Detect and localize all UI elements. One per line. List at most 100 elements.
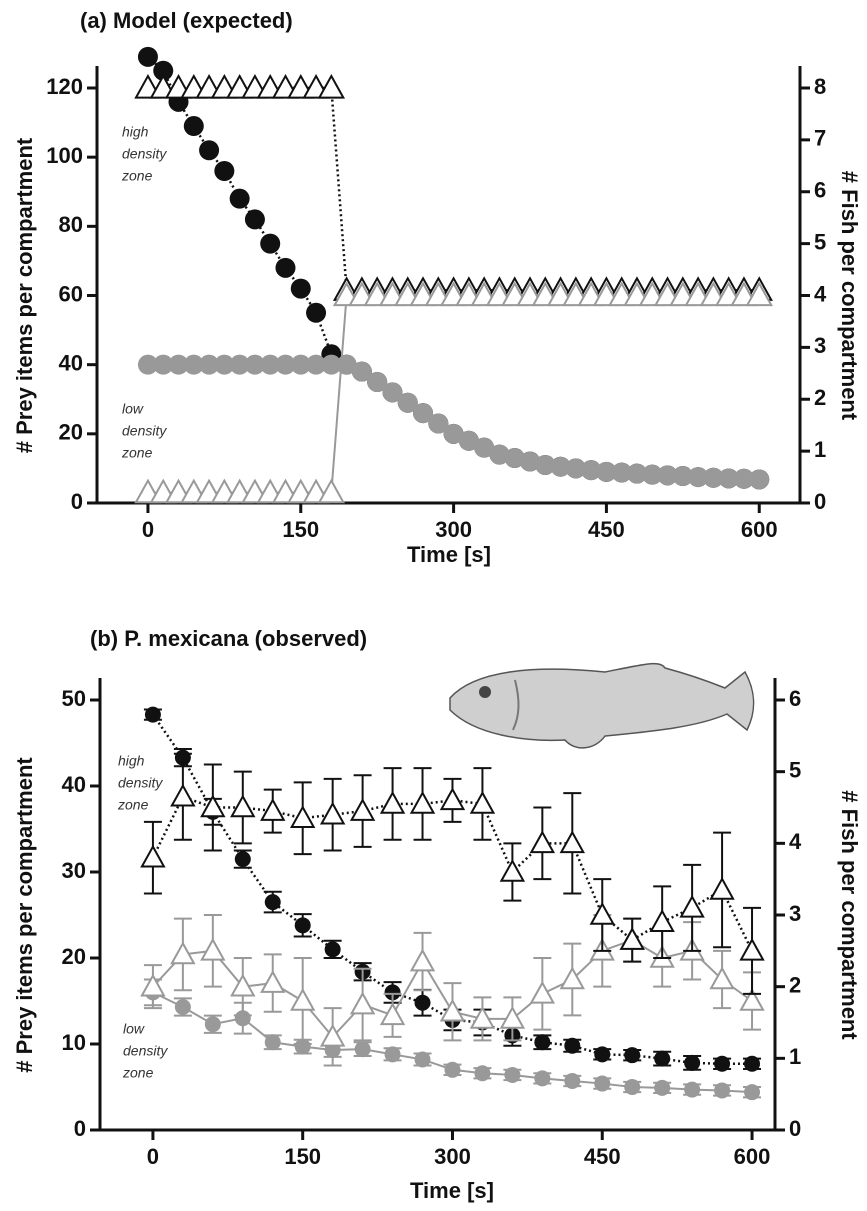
point	[439, 998, 466, 1022]
point	[624, 1079, 641, 1095]
x-tick-label: 450	[584, 1144, 621, 1169]
point	[439, 787, 466, 811]
y-axis-title: # Prey items per compartment	[12, 757, 37, 1073]
panel: (b) P. mexicana (observed)01020304050012…	[12, 626, 862, 1203]
point	[409, 948, 436, 972]
point	[290, 805, 316, 829]
point	[749, 469, 770, 490]
annotation: zone	[122, 1065, 154, 1081]
point	[589, 901, 615, 925]
point	[244, 354, 265, 375]
point	[275, 354, 296, 375]
point	[379, 1002, 406, 1026]
point	[144, 706, 161, 723]
series-line	[147, 294, 760, 494]
point	[745, 281, 773, 307]
y2-tick-label: 4	[789, 829, 802, 854]
point	[594, 1046, 611, 1063]
annotation: high	[118, 753, 145, 769]
annotation: density	[123, 1043, 168, 1059]
point	[204, 1016, 221, 1033]
point	[414, 994, 431, 1011]
point	[384, 1046, 401, 1063]
annotation: zone	[117, 797, 149, 813]
point	[264, 1034, 281, 1051]
point	[649, 909, 675, 932]
point	[744, 1055, 761, 1072]
x-axis-title: Time [s]	[410, 1178, 494, 1203]
point	[688, 467, 709, 488]
point	[351, 361, 372, 382]
point	[413, 403, 434, 424]
y-tick-label: 50	[62, 686, 86, 711]
point	[200, 794, 226, 818]
fish-gill	[512, 679, 520, 731]
point	[714, 1082, 731, 1099]
point	[564, 1037, 581, 1054]
point	[739, 937, 765, 961]
point	[199, 354, 220, 375]
annotation: density	[118, 775, 163, 791]
point	[349, 991, 376, 1015]
point	[611, 462, 632, 483]
y2-tick-label: 6	[789, 686, 801, 711]
point	[709, 966, 735, 990]
point	[317, 73, 346, 99]
annotation: low	[122, 401, 144, 417]
point	[744, 1084, 761, 1101]
annotation: zone	[121, 168, 153, 184]
y-tick-label: 40	[62, 772, 86, 797]
point	[367, 371, 388, 392]
point	[294, 1038, 311, 1055]
point	[153, 60, 174, 81]
point	[382, 382, 403, 403]
y-axis-title: # Prey items per compartment	[12, 137, 37, 453]
point	[409, 790, 436, 814]
point	[520, 451, 541, 472]
x-tick-label: 0	[142, 517, 154, 542]
y2-tick-label: 3	[789, 901, 801, 926]
point	[319, 801, 346, 825]
y-tick-label: 0	[74, 1116, 86, 1141]
point	[596, 461, 617, 482]
point	[469, 790, 496, 814]
point	[559, 830, 585, 854]
point	[559, 966, 585, 990]
point	[260, 970, 286, 993]
y2-tick-label: 4	[814, 281, 827, 306]
point	[354, 1041, 371, 1058]
point	[170, 941, 196, 965]
point	[535, 454, 556, 475]
point	[153, 354, 174, 375]
point	[397, 392, 418, 413]
point	[642, 464, 663, 485]
point	[499, 1005, 526, 1029]
x-tick-label: 0	[147, 1144, 159, 1169]
point	[183, 116, 204, 137]
point	[489, 444, 510, 465]
point	[474, 1065, 491, 1082]
x-tick-label: 300	[435, 517, 472, 542]
y2-tick-label: 1	[789, 1044, 801, 1069]
y2-tick-label: 0	[789, 1116, 801, 1141]
point	[230, 794, 256, 818]
y-tick-label: 120	[46, 74, 83, 99]
annotation: density	[122, 146, 167, 162]
y2-tick-label: 7	[814, 126, 826, 151]
point	[384, 984, 401, 1001]
point	[244, 209, 265, 230]
point	[214, 354, 235, 375]
fish-illustration	[449, 662, 755, 749]
point	[264, 894, 281, 911]
point	[444, 1061, 461, 1078]
y2-tick-label: 2	[814, 385, 826, 410]
point	[550, 456, 571, 477]
y2-tick-label: 6	[814, 178, 826, 203]
x-tick-label: 450	[588, 517, 625, 542]
point	[581, 460, 602, 481]
point	[684, 1054, 701, 1071]
point	[174, 999, 191, 1016]
annotation: low	[123, 1021, 145, 1037]
point	[229, 188, 250, 209]
point	[714, 1055, 731, 1072]
